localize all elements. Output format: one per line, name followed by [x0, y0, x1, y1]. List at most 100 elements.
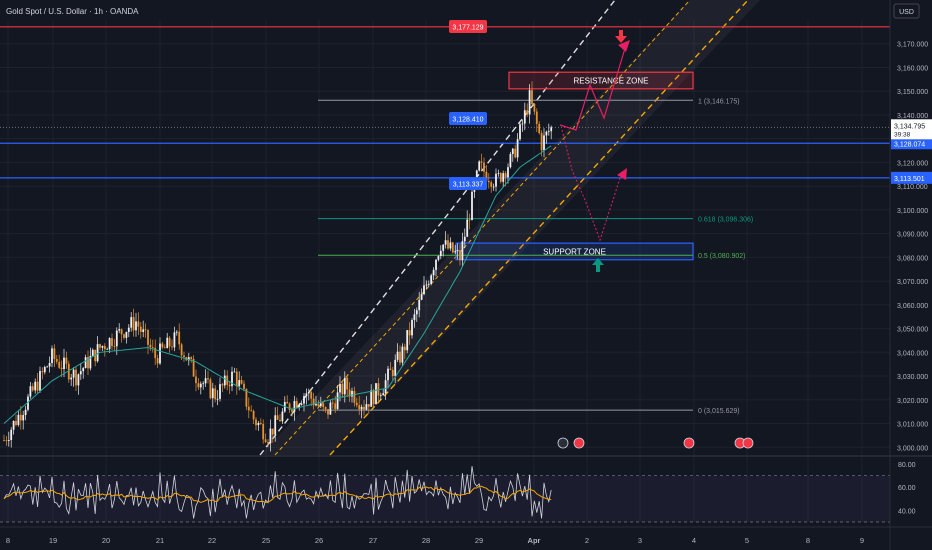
- candle: [358, 395, 361, 416]
- fib-level: 0.618 (3,096.306): [318, 217, 753, 224]
- candle-body: [435, 259, 437, 270]
- candle: [89, 347, 92, 371]
- candle-body: [250, 410, 253, 412]
- candle-body: [202, 383, 205, 385]
- candle-body: [127, 327, 130, 332]
- candle-body: [216, 398, 219, 400]
- candle: [271, 428, 274, 443]
- down-arrow-head: [615, 36, 627, 43]
- last-price-countdown: 39:38: [894, 131, 911, 138]
- candle-body: [346, 377, 349, 390]
- candle-body: [142, 329, 145, 332]
- candle: [106, 347, 109, 350]
- candle-body: [511, 148, 514, 154]
- candle-body: [238, 380, 241, 387]
- candle: [48, 356, 51, 373]
- candle-body: [39, 371, 41, 391]
- candle: [168, 336, 171, 353]
- currency-button[interactable]: USD: [893, 3, 920, 19]
- candle-body: [149, 344, 152, 348]
- candle: [408, 322, 411, 345]
- candle-body: [526, 110, 529, 115]
- candle: [209, 377, 212, 400]
- candle-body: [113, 346, 116, 347]
- price-tick-label: 3,160.000: [897, 65, 928, 72]
- candle: [195, 369, 197, 392]
- candle: [523, 102, 526, 131]
- channel-mid-line: [274, 0, 691, 456]
- candle: [46, 365, 49, 368]
- event-marker-circle: [742, 437, 754, 449]
- candle: [43, 365, 46, 375]
- candle: [355, 397, 358, 408]
- price-tag-label: 3,128.410: [452, 117, 483, 124]
- candle: [113, 338, 116, 351]
- price-tag-box: [449, 20, 487, 33]
- price-tick-label: 3,020.000: [897, 398, 928, 405]
- candle: [137, 312, 140, 336]
- candle-body: [10, 429, 13, 441]
- candle-body: [353, 390, 356, 403]
- candle-body: [135, 321, 137, 331]
- candle: [461, 232, 464, 267]
- candle-body: [166, 337, 169, 349]
- candle: [197, 378, 200, 391]
- candle: [123, 333, 125, 340]
- candle: [183, 351, 185, 362]
- candle: [406, 330, 409, 354]
- candle-body: [315, 404, 317, 406]
- candle-body: [101, 346, 104, 348]
- candle: [490, 180, 493, 193]
- candle-body: [399, 351, 401, 363]
- candle-body: [214, 388, 217, 400]
- candle: [240, 375, 243, 385]
- candle-body: [84, 357, 87, 369]
- candle-body: [413, 314, 416, 321]
- candle: [444, 231, 447, 249]
- candle-body: [355, 402, 358, 406]
- candle-body: [396, 351, 399, 360]
- time-tick-label: 9: [860, 536, 864, 545]
- candle-body: [307, 392, 310, 394]
- candle-body: [262, 424, 265, 440]
- candle: [135, 312, 137, 337]
- candle: [471, 189, 473, 221]
- candle-body: [288, 403, 291, 410]
- candle-body: [89, 355, 92, 369]
- candle-body: [439, 250, 442, 257]
- candle-body: [298, 404, 301, 408]
- candle: [125, 331, 128, 344]
- candle: [34, 378, 37, 394]
- candle-body: [502, 173, 505, 182]
- fib-levels: 1 (3,146.175) 0.618 (3,096.306) 0.5 (3,080…: [318, 98, 753, 415]
- candle: [365, 396, 368, 411]
- candle-body: [67, 363, 70, 380]
- time-tick-label: 5: [745, 536, 749, 545]
- candle-body: [459, 250, 461, 261]
- candle-body: [454, 251, 457, 253]
- candle-body: [108, 338, 111, 350]
- candle-body: [336, 392, 339, 409]
- candle-body: [480, 161, 483, 163]
- candle: [303, 393, 305, 412]
- axis-price-label: 3,128.074: [891, 137, 932, 150]
- candle-body: [310, 392, 313, 399]
- candle: [216, 390, 219, 406]
- candle: [192, 355, 195, 377]
- candle-body: [423, 285, 425, 295]
- candle: [430, 273, 433, 286]
- price-tags: 3,177.129 3,128.410 3,113.337 3,128.074 3,11…: [449, 20, 932, 190]
- candle-body: [168, 337, 171, 347]
- candle-body: [178, 331, 181, 345]
- time-tick-label: 26: [315, 536, 323, 545]
- candle: [147, 329, 149, 355]
- candle: [343, 371, 346, 403]
- candle: [437, 255, 440, 262]
- candle-body: [461, 241, 464, 261]
- candle-body: [192, 358, 195, 377]
- candle: [96, 336, 99, 363]
- candle: [70, 373, 73, 386]
- candle-body: [279, 419, 281, 422]
- candle-body: [427, 283, 430, 285]
